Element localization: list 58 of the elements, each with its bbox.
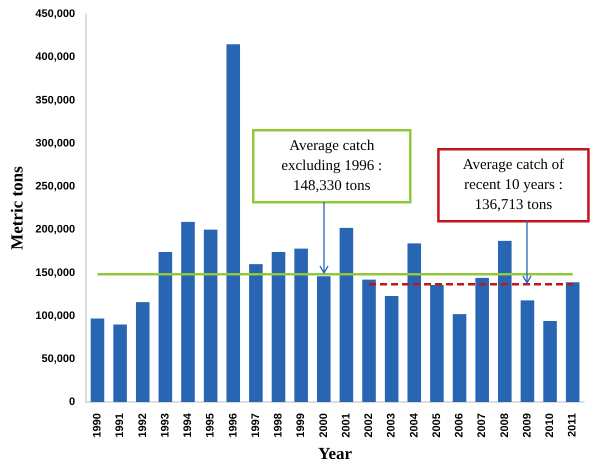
y-tick-label: 300,000 xyxy=(35,137,76,150)
x-tick-label: 1991 xyxy=(114,413,126,438)
x-tick-label: 2007 xyxy=(476,413,488,438)
x-tick-label: 2000 xyxy=(318,413,330,438)
bar xyxy=(316,276,331,402)
bar xyxy=(113,324,127,402)
x-tick-label: 2006 xyxy=(454,413,466,438)
x-tick-label: 1992 xyxy=(136,413,149,438)
y-tick-label: 350,000 xyxy=(35,94,76,106)
y-tick-label: 100,000 xyxy=(35,310,76,322)
bar xyxy=(158,252,172,402)
y-tick-label: 150,000 xyxy=(35,266,76,279)
x-tick-label: 2010 xyxy=(544,413,556,438)
x-tick-label: 1993 xyxy=(159,413,172,438)
y-tick-label: 50,000 xyxy=(42,353,76,366)
bar xyxy=(272,252,286,402)
x-tick-label: 1997 xyxy=(250,413,262,438)
bar xyxy=(181,222,195,402)
x-tick-label: 2011 xyxy=(566,413,579,438)
x-tick-label: 2008 xyxy=(498,413,511,438)
y-tick-label: 0 xyxy=(69,396,76,408)
bar xyxy=(90,318,104,402)
bar xyxy=(362,280,376,402)
bar xyxy=(520,300,534,402)
x-tick-label: 1995 xyxy=(204,413,217,438)
x-tick-label: 2005 xyxy=(430,413,443,438)
x-tick-label: 2001 xyxy=(340,413,352,438)
annotation: Average catch of recent 10 years : 136,713 tons xyxy=(462,157,564,214)
bar xyxy=(498,240,512,402)
bar xyxy=(204,230,218,402)
y-tick-label: 450,000 xyxy=(35,8,76,20)
x-tick-label: 1998 xyxy=(272,413,285,438)
y-tick-label: 400,000 xyxy=(35,51,76,64)
bar xyxy=(407,243,422,402)
x-tick-label: 1990 xyxy=(92,413,104,438)
bar xyxy=(430,284,444,402)
x-axis-title: Year xyxy=(318,444,353,464)
bar xyxy=(249,264,263,402)
annotation: Average catch excluding 1996 : 148,330 tons xyxy=(281,138,382,194)
x-tick-label: 1996 xyxy=(227,413,240,438)
x-tick-label: 1994 xyxy=(182,412,194,438)
bar xyxy=(543,321,557,402)
y-tick-label: 250,000 xyxy=(35,180,76,193)
y-tick-label: 200,000 xyxy=(35,224,76,236)
bar xyxy=(226,44,240,402)
x-tick-label: 2009 xyxy=(521,413,534,438)
x-tick-label: 2003 xyxy=(386,413,398,438)
bar xyxy=(566,282,580,402)
x-tick-label: 2002 xyxy=(363,413,376,438)
bar xyxy=(475,278,489,402)
y-axis-title: Metric tons xyxy=(8,166,27,250)
x-tick-label: 1999 xyxy=(295,413,308,438)
bar xyxy=(384,296,398,402)
bar xyxy=(452,314,466,402)
bar xyxy=(294,248,308,402)
x-tick-label: 2004 xyxy=(408,412,420,438)
bar xyxy=(136,302,150,402)
bar xyxy=(340,228,354,402)
